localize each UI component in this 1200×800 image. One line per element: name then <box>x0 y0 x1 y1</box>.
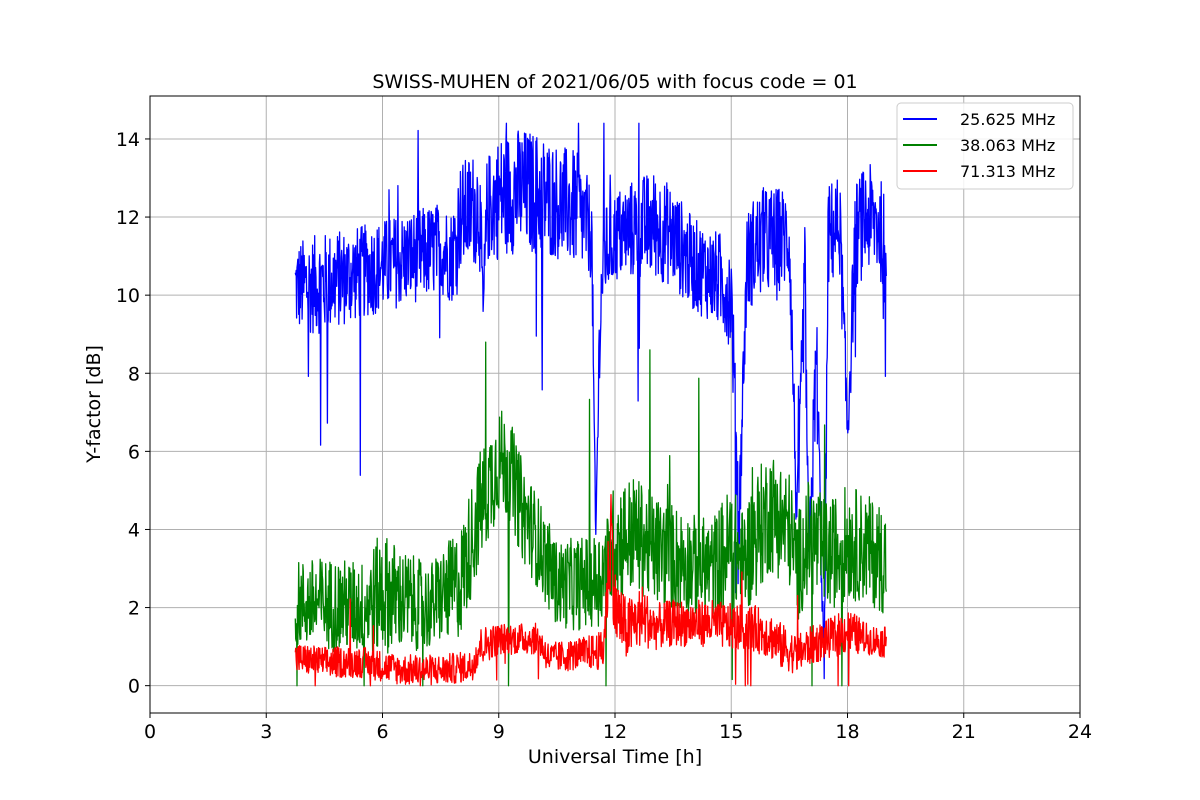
x-tick-label: 18 <box>835 721 859 743</box>
x-tick-label: 15 <box>719 721 743 743</box>
x-axis-label: Universal Time [h] <box>528 746 702 768</box>
y-tick-label: 0 <box>128 676 140 698</box>
x-tick-label: 6 <box>376 721 388 743</box>
x-tick-label: 3 <box>260 721 272 743</box>
y-axis-ticks: 0 2 4 6 8 10 12 14 <box>116 129 150 698</box>
x-tick-label: 24 <box>1068 721 1092 743</box>
series-lines <box>294 122 887 687</box>
legend-label: 25.625 MHz <box>960 110 1055 129</box>
x-tick-label: 0 <box>144 721 156 743</box>
series-line-2 <box>294 494 887 687</box>
legend-box <box>896 102 1074 190</box>
y-axis-label: Y-factor [dB] <box>83 345 105 464</box>
chart-title: SWISS-MUHEN of 2021/06/05 with focus cod… <box>372 71 857 93</box>
y-tick-label: 4 <box>128 519 140 541</box>
y-tick-label: 10 <box>116 285 140 307</box>
y-tick-label: 8 <box>128 363 140 385</box>
x-tick-label: 21 <box>952 721 976 743</box>
legend-label: 38.063 MHz <box>960 136 1055 155</box>
y-tick-label: 12 <box>116 207 140 229</box>
series-line-1 <box>294 341 887 687</box>
y-tick-label: 14 <box>116 129 140 151</box>
x-axis-ticks: 0 3 6 9 12 15 18 21 24 <box>144 713 1092 743</box>
x-tick-label: 9 <box>493 721 505 743</box>
legend-label: 71.313 MHz <box>960 162 1055 181</box>
legend-entries: 25.625 MHz 38.063 MHz 71.313 MHz <box>903 110 1055 181</box>
y-tick-label: 6 <box>128 441 140 463</box>
y-tick-label: 2 <box>128 598 140 620</box>
x-tick-label: 12 <box>603 721 627 743</box>
series-line-0 <box>294 122 887 680</box>
legend: 25.625 MHz 38.063 MHz 71.313 MHz <box>896 102 1074 190</box>
